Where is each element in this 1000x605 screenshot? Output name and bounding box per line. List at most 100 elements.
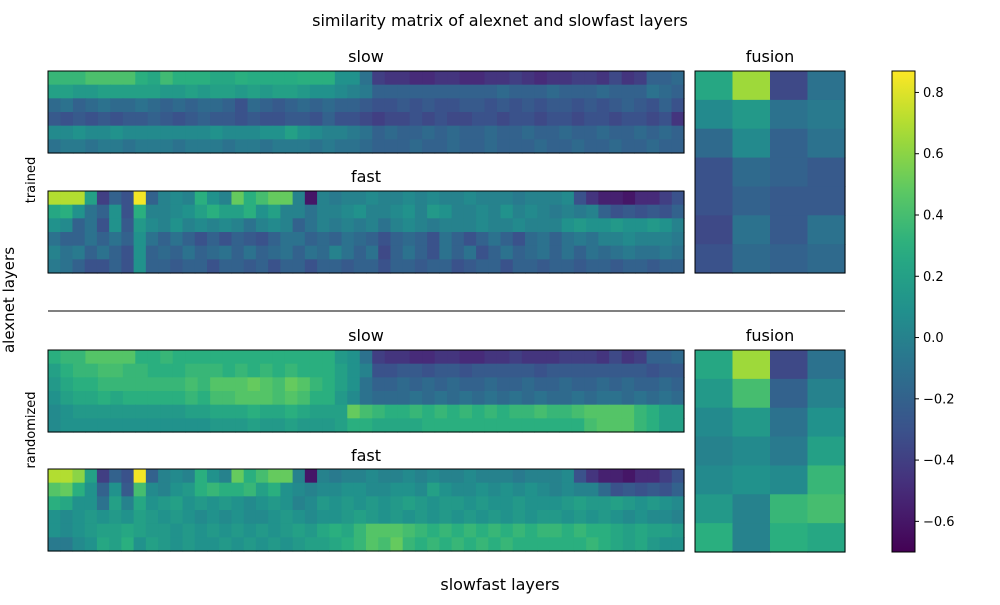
heatmap-cell (733, 465, 771, 494)
heatmap-cell (733, 215, 771, 244)
heatmap-cell (146, 205, 159, 219)
heatmap-cell (158, 218, 171, 232)
heatmap-cell (574, 232, 587, 246)
heatmap-cell (647, 364, 660, 378)
heatmap-cell (415, 205, 428, 219)
heatmap-cell (547, 139, 560, 153)
heatmap-cell (73, 71, 86, 85)
heatmap-cell (537, 510, 550, 524)
heatmap-cell (195, 483, 208, 497)
heatmap-cell (347, 377, 360, 391)
heatmap-cell (135, 126, 148, 140)
heatmap-panels: slow fast fusion slow fast fusion (48, 47, 846, 553)
heatmap-cell (695, 244, 733, 273)
heatmap-cell (647, 205, 660, 219)
heatmap-cell (695, 494, 733, 523)
heatmap-cell (256, 524, 269, 538)
heatmap-cell (123, 71, 136, 85)
heatmap-cell (509, 98, 522, 112)
heatmap-cell (509, 85, 522, 99)
heatmap-cell (808, 408, 846, 437)
heatmap-cell (447, 350, 460, 364)
heatmap-cell (647, 350, 660, 364)
heatmap-cell (280, 496, 293, 510)
heatmap-cell (572, 112, 585, 126)
heatmap-cell (549, 510, 562, 524)
heatmap-cell (501, 191, 514, 205)
heatmap-cell (672, 418, 685, 432)
heatmap-cell (549, 537, 562, 551)
heatmap-cell (525, 218, 538, 232)
heatmap-cell (48, 510, 61, 524)
heatmap-cell (198, 85, 211, 99)
colorbar-tick-label: 0.4 (923, 208, 944, 223)
heatmap-cell (472, 98, 485, 112)
heatmap-cell (635, 524, 648, 538)
heatmap-cell (317, 259, 330, 273)
heatmap-cell (472, 139, 485, 153)
heatmap-cell (280, 510, 293, 524)
heatmap-cell (170, 483, 183, 497)
heatmap-cell (329, 537, 342, 551)
heatmap-cell (635, 496, 648, 510)
heatmap-cell (134, 191, 147, 205)
heatmap-cell (185, 405, 198, 419)
heatmap-cell (397, 112, 410, 126)
heatmap-cell (48, 191, 61, 205)
heatmap-cell (135, 85, 148, 99)
heatmap-cell (660, 259, 673, 273)
heatmap-cell (322, 364, 335, 378)
heatmap-cell (329, 259, 342, 273)
heatmap-cell (522, 112, 535, 126)
heatmap-cell (390, 537, 403, 551)
heatmap-cell (609, 98, 622, 112)
heatmap-cell (183, 191, 196, 205)
heatmap-cell (170, 259, 183, 273)
heatmap-cell (586, 191, 599, 205)
heatmap-cell (562, 232, 575, 246)
heatmap-cell (447, 364, 460, 378)
heatmap-cell (390, 259, 403, 273)
heatmap-cell (452, 191, 465, 205)
heatmap-cell (73, 391, 86, 405)
heatmap-cell (60, 139, 73, 153)
heatmap-cell (647, 391, 660, 405)
heatmap-cell (509, 112, 522, 126)
heatmap-cell (272, 405, 285, 419)
heatmap-cell (72, 496, 85, 510)
heatmap-cell (385, 405, 398, 419)
heatmap-cell (135, 112, 148, 126)
heatmap-cell (48, 71, 61, 85)
heatmap-cell (248, 418, 261, 432)
heatmap-cell (268, 259, 281, 273)
heatmap-cell (97, 259, 110, 273)
heatmap-cell (647, 496, 660, 510)
heatmap-cell (219, 483, 232, 497)
heatmap-cell (195, 232, 208, 246)
heatmap-cell (403, 483, 416, 497)
heatmap-cell (390, 510, 403, 524)
heatmap-cell (244, 232, 257, 246)
heatmap-cell (547, 418, 560, 432)
heatmap-cell (48, 496, 61, 510)
heatmap-cell (497, 98, 510, 112)
heatmap-cell (60, 85, 73, 99)
heatmap-cell (293, 232, 306, 246)
heatmap-cell (148, 377, 161, 391)
heatmap-cell (484, 112, 497, 126)
heatmap-cell (634, 391, 647, 405)
heatmap-cell (134, 469, 147, 483)
heatmap-cell (484, 139, 497, 153)
heatmap-cell (559, 405, 572, 419)
heatmap-cell (160, 71, 173, 85)
heatmap-cell (268, 218, 281, 232)
heatmap-cell (148, 418, 161, 432)
heatmap-cell (297, 364, 310, 378)
heatmap-cell (329, 218, 342, 232)
heatmap-cell (547, 71, 560, 85)
heatmap-cell (73, 364, 86, 378)
heatmap-cell (513, 218, 526, 232)
heatmap-cell (422, 418, 435, 432)
heatmap-cell (342, 537, 355, 551)
heatmap-cell (297, 85, 310, 99)
